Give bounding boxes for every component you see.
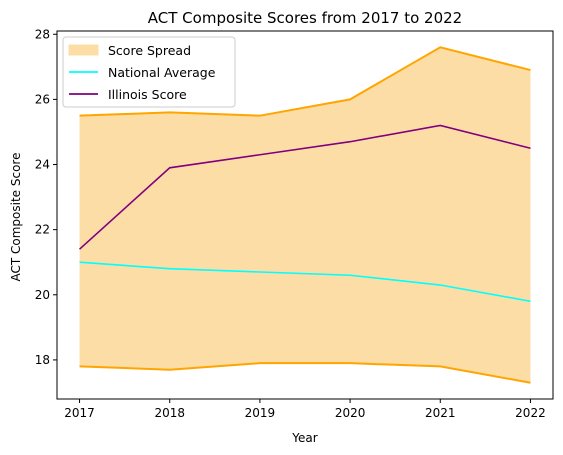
y-tick-label: 26: [35, 92, 50, 106]
x-tick-label: 2019: [245, 406, 276, 420]
legend-swatch-score-spread: [68, 44, 99, 56]
x-axis-label: Year: [291, 431, 317, 445]
illinois-score-line: [79, 124, 531, 250]
x-tick-label: 2017: [64, 406, 95, 420]
y-tick-label: 28: [35, 27, 50, 41]
y-axis-label: ACT Composite Score: [9, 153, 23, 282]
x-tick-label: 2021: [425, 406, 456, 420]
y-tick-label: 18: [35, 353, 50, 367]
y-tick-label: 20: [35, 288, 50, 302]
legend-label-illinois-score: Illinois Score: [108, 87, 187, 102]
plot-frame: [56, 30, 554, 400]
national-average-line: [79, 261, 531, 303]
spread-lower-line: [79, 362, 531, 384]
x-tick-label: 2022: [515, 406, 546, 420]
score-spread-band: [79, 47, 531, 383]
y-tick-label: 24: [35, 158, 50, 172]
x-tick-label: 2018: [154, 406, 185, 420]
legend-label-score-spread: Score Spread: [108, 43, 191, 58]
chart-title: ACT Composite Scores from 2017 to 2022: [148, 9, 462, 27]
y-tick-label: 22: [35, 223, 50, 237]
spread-upper-line: [79, 46, 531, 117]
legend: Score Spread National Average Illinois Sco…: [62, 36, 236, 108]
legend-box: [62, 36, 236, 108]
x-tick-label: 2020: [335, 406, 366, 420]
legend-label-national-average: National Average: [108, 65, 216, 80]
